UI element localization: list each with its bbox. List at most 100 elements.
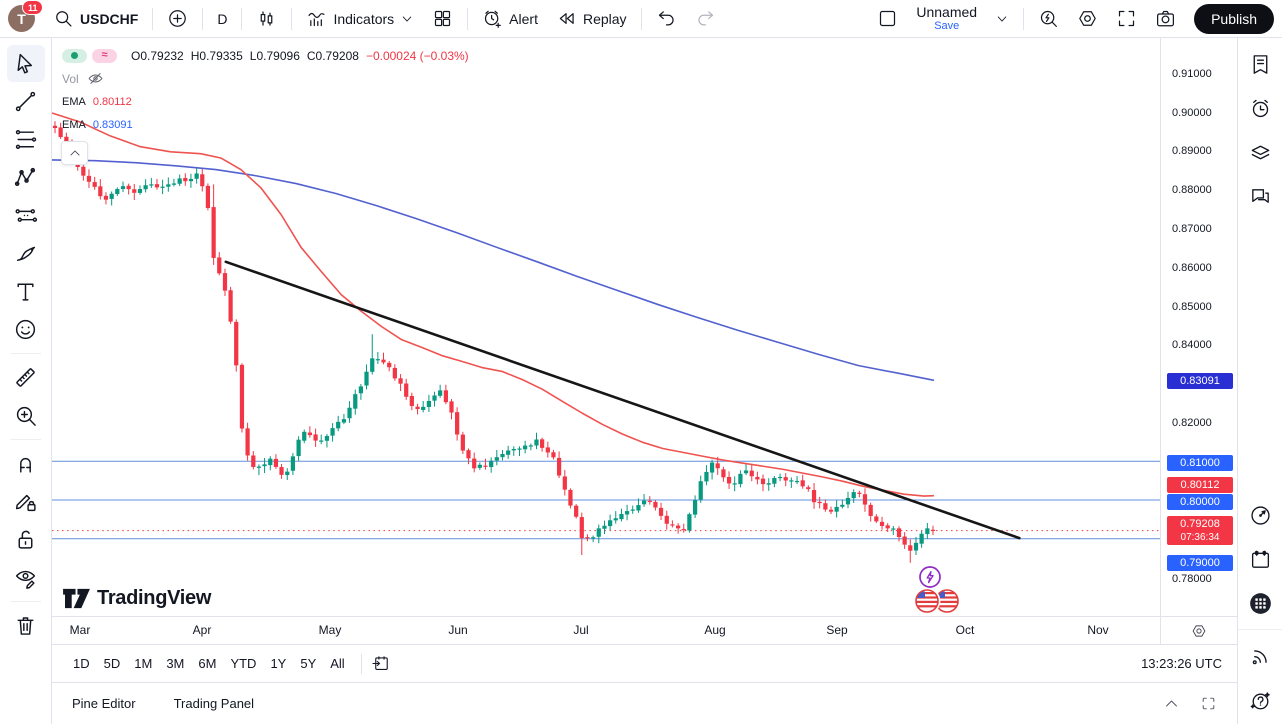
user-avatar[interactable]: T 11 [8, 0, 43, 32]
maximize-panel-icon[interactable] [1200, 695, 1217, 712]
symbol-search-button[interactable]: USDCHF [45, 4, 146, 34]
lightning-sticker[interactable] [918, 565, 942, 592]
right-sidebar [1237, 38, 1282, 724]
price-tick: 0.78000 [1172, 573, 1212, 585]
ema-ribbon-icon[interactable]: ≈ [92, 48, 117, 63]
flags-sticker[interactable] [913, 587, 961, 616]
alert-button[interactable]: Alert [474, 4, 546, 34]
range-1y[interactable]: 1Y [270, 656, 287, 671]
series-status-icon[interactable] [62, 48, 87, 63]
volume-row[interactable]: Vol [62, 71, 469, 86]
interval-button[interactable]: D [209, 4, 235, 34]
go-to-date-icon[interactable] [371, 654, 390, 673]
price-label-badge[interactable]: 0.80000 [1167, 494, 1233, 510]
publish-button[interactable]: Publish [1194, 3, 1274, 34]
legend-collapse-button[interactable] [61, 141, 88, 165]
ohlc-values: O0.79232 H0.79335 L0.79096 C0.79208 −0.0… [131, 48, 469, 63]
ema-fast-row[interactable]: EMA 0.80112 [62, 94, 469, 109]
layout-button[interactable] [869, 4, 906, 34]
price-tick: 0.88000 [1172, 184, 1212, 196]
zoom-in-tool[interactable] [7, 397, 45, 434]
cursor-tool[interactable] [6, 45, 45, 82]
main-series-row[interactable]: ≈ O0.79232 H0.79335 L0.79096 C0.79208 −0… [62, 48, 469, 63]
price-tick: 0.87000 [1172, 223, 1212, 235]
remove-drawings-tool[interactable] [7, 607, 45, 644]
divider [1237, 629, 1282, 630]
fib-retracement-tool[interactable] [7, 121, 45, 158]
gear-icon[interactable] [1191, 623, 1207, 639]
chat-icon [1249, 185, 1272, 208]
range-3m[interactable]: 3M [166, 656, 185, 671]
flags-icon [913, 587, 959, 615]
indicators-icon [306, 8, 327, 29]
chat-panel[interactable] [1242, 178, 1278, 214]
magnet-tool[interactable] [7, 445, 45, 482]
expand-panel-icon[interactable] [1163, 695, 1180, 712]
range-6m[interactable]: 6M [198, 656, 217, 671]
range-1m[interactable]: 1M [134, 656, 153, 671]
layout-name-button[interactable]: Unnamed Save [908, 4, 985, 34]
trend-line-tool[interactable] [7, 83, 45, 120]
price-label-badge[interactable]: 0.79000 [1167, 555, 1233, 571]
apps-panel[interactable] [1242, 585, 1278, 621]
measure-tool[interactable] [7, 359, 45, 396]
app-body: ≈ O0.79232 H0.79335 L0.79096 C0.79208 −0… [0, 38, 1282, 724]
save-link[interactable]: Save [934, 20, 960, 33]
clock[interactable]: 13:23:26 UTC [1141, 656, 1222, 671]
help-button[interactable] [1242, 682, 1278, 718]
settings-button[interactable] [1069, 4, 1106, 34]
price-scale[interactable]: 0.91000 0.90000 0.89000 0.88000 0.87000 0.860… [1161, 38, 1237, 616]
alerts-panel[interactable] [1242, 90, 1278, 126]
chart-canvas[interactable]: ≈ O0.79232 H0.79335 L0.79096 C0.79208 −0… [52, 38, 1160, 616]
layout-menu-button[interactable] [987, 4, 1017, 34]
compare-button[interactable] [159, 4, 196, 34]
calendar-panel[interactable] [1242, 541, 1278, 577]
range-ytd[interactable]: YTD [230, 656, 257, 671]
ema-slow-row[interactable]: EMA 0.83091 [62, 117, 469, 132]
price-label-badge[interactable]: 0.79208 07:36:34 [1167, 516, 1233, 545]
redo-button[interactable] [687, 4, 724, 34]
axis-settings-corner[interactable] [1161, 616, 1237, 644]
help-icon [1249, 689, 1272, 712]
center-column: ≈ O0.79232 H0.79335 L0.79096 C0.79208 −0… [52, 38, 1237, 724]
stay-drawing-mode-tool[interactable] [7, 483, 45, 520]
price-label-badge[interactable]: 0.83091 [1167, 373, 1233, 389]
month-label: Sep [826, 623, 848, 637]
chart-row: ≈ O0.79232 H0.79335 L0.79096 C0.79208 −0… [52, 38, 1237, 644]
pine-editor-tab[interactable]: Pine Editor [72, 696, 136, 711]
time-axis[interactable]: Mar Apr May Jun Jul Aug Sep Oct Nov [52, 616, 1160, 644]
fullscreen-button[interactable] [1108, 4, 1145, 34]
trash-icon [13, 613, 38, 638]
indicator-templates-button[interactable] [424, 4, 461, 34]
chart-style-button[interactable] [248, 4, 285, 34]
price-label-badge[interactable]: 0.81000 [1167, 455, 1233, 471]
brush-tool[interactable] [7, 235, 45, 272]
tradingview-watermark: TradingView [63, 587, 211, 610]
streams-panel[interactable] [1242, 638, 1278, 674]
emoji-icon [13, 317, 38, 342]
range-5y[interactable]: 5Y [300, 656, 317, 671]
layout-name: Unnamed [916, 4, 978, 21]
price-axis: 0.91000 0.90000 0.89000 0.88000 0.87000 0.860… [1160, 38, 1237, 644]
price-label-badge[interactable]: 0.80112 [1167, 477, 1233, 493]
object-tree-panel[interactable] [1242, 134, 1278, 170]
projection-tool[interactable] [7, 197, 45, 234]
text-tool[interactable] [7, 273, 45, 310]
indicators-button[interactable]: Indicators [298, 4, 422, 34]
month-label: Jul [573, 623, 589, 637]
undo-button[interactable] [648, 4, 685, 34]
dom-panel[interactable] [1242, 497, 1278, 533]
replay-button[interactable]: Replay [548, 4, 635, 34]
lock-drawings-tool[interactable] [7, 521, 45, 558]
quick-search-button[interactable] [1030, 4, 1067, 34]
pattern-tool[interactable] [7, 159, 45, 196]
snapshot-button[interactable] [1147, 4, 1184, 34]
range-1d[interactable]: 1D [73, 656, 90, 671]
range-all[interactable]: All [330, 656, 345, 671]
hide-drawings-tool[interactable] [7, 559, 45, 596]
watchlist-panel[interactable] [1242, 46, 1278, 82]
range-5d[interactable]: 5D [103, 656, 121, 671]
trading-panel-tab[interactable]: Trading Panel [173, 696, 255, 711]
eye-slash-icon[interactable] [87, 70, 104, 87]
emoji-tool[interactable] [7, 311, 45, 348]
